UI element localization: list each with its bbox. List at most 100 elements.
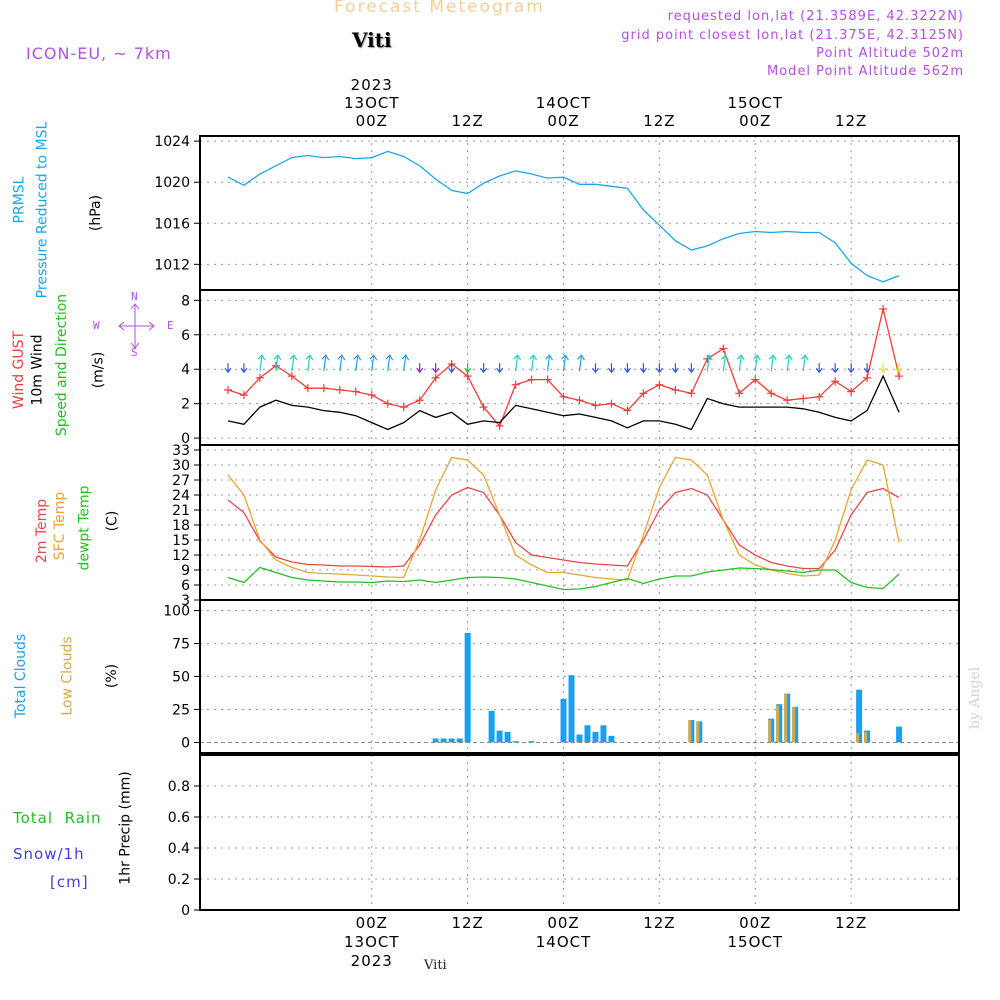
credit-watermark: by Angel [967, 666, 984, 730]
clouds-unit: (%) [104, 663, 121, 689]
wind-arrow-icon [323, 355, 327, 372]
wind-arrow-icon [706, 355, 710, 372]
time-label: 12Z [643, 914, 676, 932]
y-tick-label: 2 [181, 397, 190, 413]
pressure-label: PRMSL [0, 118, 60, 278]
time-label: 15OCT [727, 94, 784, 112]
total-cloud-bar [440, 738, 447, 743]
data-layer [200, 150, 959, 911]
wind-arrow-icon [275, 355, 279, 372]
total-cloud-bar [600, 725, 607, 743]
wind-arrowhead-icon [623, 367, 631, 374]
total-cloud-bar [576, 734, 583, 743]
wind-arrowhead-icon [289, 354, 298, 361]
y-tick-label: 1020 [154, 175, 190, 191]
wind-arrowhead-icon [577, 354, 586, 361]
time-label: 00Z [547, 112, 580, 130]
y-tick-label: 4 [181, 362, 190, 378]
low-cloud-bar [696, 721, 700, 743]
wind-arrowhead-icon [321, 354, 330, 361]
wind-arrow-icon [307, 355, 311, 372]
wind-arrowhead-icon [704, 354, 713, 361]
axis-layer: 1012101610201024024683691215182124273033… [154, 134, 960, 919]
y-tick-label: 9 [181, 563, 190, 579]
wind-arrowhead-icon [545, 354, 554, 361]
wind-arrow-icon [562, 355, 567, 372]
total-cloud-bar [432, 738, 439, 743]
y-tick-label: 0.2 [168, 872, 190, 888]
pressure-label-line2: Pressure Reduced to MSL [34, 121, 51, 299]
wind-arrowhead-icon [448, 367, 456, 374]
y-tick-label: 0 [181, 735, 190, 751]
y-tick-label: 25 [172, 702, 190, 718]
time-label: 13OCT [344, 933, 400, 951]
total-rain-label: Total Rain [13, 809, 102, 827]
wind-arrowhead-icon [401, 354, 410, 361]
time-label: 2023 [350, 952, 393, 970]
time-label: 12Z [451, 914, 484, 932]
compass-w: W [93, 319, 100, 332]
time-label: 12Z [834, 112, 868, 130]
requested-coords: requested lon,lat (21.3589E, 42.3222N) [667, 9, 964, 24]
wind-arrowhead-icon [831, 367, 839, 374]
low-cloud-bar [776, 705, 780, 743]
time-label: 00Z [739, 914, 772, 932]
pressure-label-line1: PRMSL [11, 176, 28, 224]
total-clouds-label: Total Clouds [13, 633, 30, 719]
time-label: 14OCT [535, 94, 592, 112]
station-name: Viti [352, 28, 392, 52]
wind-arrowhead-icon [385, 354, 394, 361]
y-tick-label: 0 [181, 903, 190, 919]
wind-arrow-icon [371, 355, 375, 372]
wind-arrowhead-icon [369, 354, 378, 361]
total-cloud-bar [504, 731, 511, 743]
total-cloud-bar [464, 632, 471, 743]
time-label: 2023 [350, 76, 393, 94]
series-line-dewpt-temp [227, 566, 900, 591]
temp-unit: (C) [104, 510, 121, 532]
wind-arrow-icon [339, 355, 343, 372]
y-tick-label: 75 [172, 637, 190, 653]
series-line-prmsl [227, 150, 900, 283]
y-tick-label: 0 [181, 431, 190, 447]
wind-arrowhead-icon [895, 367, 903, 374]
y-tick-label: 50 [172, 670, 190, 686]
wind-arrowhead-icon [305, 354, 314, 361]
wind-arrowhead-icon [529, 354, 538, 361]
total-cloud-bar [608, 735, 615, 743]
footer-station: Viti [424, 958, 447, 973]
wind-arrowhead-icon [561, 354, 570, 361]
precip-unit: 1hr Precip (mm) [117, 771, 134, 885]
wind-arrowhead-icon [337, 354, 346, 361]
grid-layer [200, 136, 959, 911]
panel-frame [199, 754, 960, 911]
total-cloud-bar [488, 710, 495, 743]
time-label: 13OCT [344, 94, 400, 112]
y-tick-label: 27 [172, 473, 190, 489]
total-cloud-bar [448, 738, 455, 743]
total-cloud-bar [528, 741, 535, 743]
wind-arrowhead-icon [736, 354, 745, 361]
wind-arrow-icon [387, 355, 391, 372]
time-label: 14OCT [535, 933, 592, 951]
wind-arrowhead-icon [655, 367, 663, 374]
snow-label: Snow/1h [13, 845, 85, 863]
wind-arrow-icon [530, 355, 535, 372]
wind-arrowhead-icon [513, 354, 522, 361]
y-tick-label: 33 [172, 443, 190, 459]
low-cloud-bar [688, 720, 692, 743]
y-tick-label: 0.6 [168, 810, 190, 826]
y-tick-label: 3 [181, 593, 190, 609]
gust-label: Wind GUST [11, 330, 28, 410]
wind-arrow-icon [403, 355, 407, 372]
wind-arrowhead-icon [863, 367, 871, 374]
low-cloud-bar [768, 720, 772, 743]
y-tick-label: 0.4 [168, 841, 190, 857]
wind-arrowhead-icon [639, 367, 647, 374]
wind-arrow-icon [738, 355, 742, 372]
wind-arrowhead-icon [480, 367, 488, 374]
compass-rose-icon [118, 303, 155, 349]
time-label: 12Z [451, 112, 484, 130]
series-line-2m-temp [227, 486, 900, 570]
low-clouds-label: Low Clouds [59, 636, 76, 716]
